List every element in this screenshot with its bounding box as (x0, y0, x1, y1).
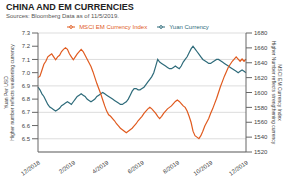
svg-text:6.9: 6.9 (22, 83, 31, 89)
svg-text:12/2018: 12/2018 (20, 159, 42, 176)
svg-text:2/2019: 2/2019 (58, 159, 77, 175)
svg-text:1680: 1680 (254, 30, 268, 36)
html-text:Sources: Bloomberg Data as of: Sources: Bloomberg Data as of 11/5/2019. (6, 13, 119, 19)
svg-text:1580: 1580 (254, 105, 268, 111)
html-text:Yuan Currency: Yuan Currency (169, 24, 209, 30)
svg-text:4/2019: 4/2019 (91, 159, 110, 175)
svg-text:6.7: 6.7 (22, 109, 31, 115)
svg-text:7.3: 7.3 (22, 30, 31, 36)
html-text:MSCI EM Currency Index: MSCI EM Currency Index (277, 64, 283, 121)
svg-text:1620: 1620 (254, 75, 268, 81)
html-text:CHINA AND EM CURRENCIES: CHINA AND EM CURRENCIES (6, 2, 134, 12)
svg-text:6.5: 6.5 (22, 136, 31, 142)
svg-text:1560: 1560 (254, 119, 268, 125)
svg-text:MSCI EM Currency IndexHigher N: MSCI EM Currency IndexHigher Number refl… (271, 41, 278, 145)
svg-text:8/2019: 8/2019 (162, 159, 181, 175)
html-text:MSCI EM Currency Index: MSCI EM Currency Index (79, 24, 148, 30)
svg-text:12/2019: 12/2019 (228, 159, 250, 176)
svg-text:6.6: 6.6 (22, 123, 31, 129)
svg-text:7.1: 7.1 (22, 57, 31, 63)
svg-text:1540: 1540 (254, 134, 268, 140)
svg-text:7.0: 7.0 (22, 70, 31, 76)
svg-text:Yuan Per USDHigher number refl: Yuan Per USDHigher number reflects weake… (8, 44, 15, 141)
svg-text:1660: 1660 (254, 45, 268, 51)
svg-text:6/2019: 6/2019 (127, 159, 146, 175)
svg-text:7.2: 7.2 (22, 43, 31, 49)
html-text:Yuan Per USD: Yuan Per USD (3, 76, 9, 109)
svg-text:10/2019: 10/2019 (192, 159, 214, 176)
svg-text:1520: 1520 (254, 149, 268, 155)
svg-text:6.8: 6.8 (22, 96, 31, 102)
svg-text:1600: 1600 (254, 90, 268, 96)
svg-text:1640: 1640 (254, 60, 268, 66)
